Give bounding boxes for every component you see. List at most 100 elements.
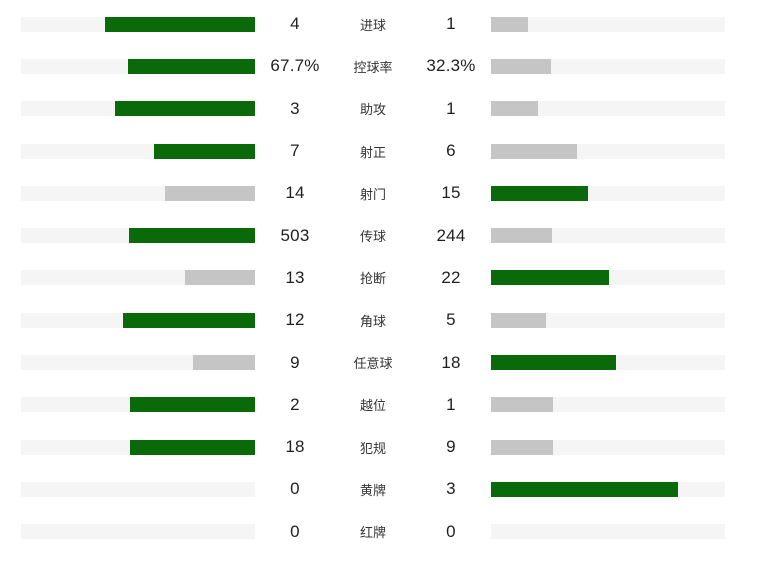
away-stat-bar-fill	[491, 143, 578, 159]
home-stat-bar-fill	[114, 101, 255, 117]
away-stat-value: 6	[446, 141, 456, 161]
away-stat-bar-fill	[491, 185, 588, 201]
home-stat-bar	[21, 101, 255, 117]
home-stat-bar-fill	[154, 143, 255, 159]
away-stat-value: 1	[446, 98, 456, 118]
home-stat-value: 2	[290, 394, 300, 414]
away-stat-bar	[491, 524, 725, 540]
stat-label: 射门	[359, 186, 386, 202]
stat-label: 任意球	[353, 356, 393, 372]
away-stat-value: 32.3%	[426, 56, 476, 76]
home-stat-bar-fill	[128, 58, 255, 74]
home-stat-bar	[21, 16, 255, 32]
stat-row: 0 红牌 0	[21, 511, 761, 553]
away-stat-value: 244	[436, 225, 466, 245]
home-stat-bar	[21, 143, 255, 159]
home-stat-value: 503	[280, 225, 310, 245]
away-stat-bar	[491, 185, 725, 201]
home-stat-bar-fill	[130, 439, 255, 455]
away-stat-bar	[491, 101, 725, 117]
home-stat-value: 13	[285, 267, 305, 287]
away-stat-bar-fill	[491, 397, 554, 413]
home-stat-bar-fill	[128, 228, 255, 244]
stat-row: 13 抢断 22	[21, 257, 761, 299]
home-stat-bar	[21, 397, 255, 413]
home-stat-bar-fill	[105, 16, 255, 32]
home-stat-bar-fill	[164, 185, 255, 201]
away-stat-bar	[491, 439, 725, 455]
away-stat-value: 18	[441, 352, 461, 372]
stat-row: 12 角球 5	[21, 299, 761, 341]
stat-row: 7 射正 6	[21, 130, 761, 172]
stat-label: 助攻	[359, 102, 386, 118]
home-stat-bar	[21, 439, 255, 455]
home-stat-value: 9	[290, 352, 300, 372]
home-stat-bar	[21, 524, 255, 540]
home-stat-bar	[21, 312, 255, 328]
away-stat-value: 5	[446, 310, 456, 330]
away-stat-bar	[491, 312, 725, 328]
away-stat-value: 0	[446, 521, 456, 541]
home-stat-value: 4	[290, 14, 300, 34]
away-stat-bar-fill	[491, 228, 553, 244]
stat-label: 进球	[359, 17, 386, 33]
home-stat-bar-fill	[130, 397, 255, 413]
away-stat-value: 9	[446, 437, 456, 457]
away-stat-value: 1	[446, 394, 456, 414]
stat-label: 黄牌	[359, 482, 386, 498]
stat-label: 红牌	[359, 525, 386, 541]
away-stat-bar-fill	[491, 270, 609, 286]
away-stat-value: 22	[441, 267, 461, 287]
away-stat-bar-fill	[491, 355, 616, 371]
home-stat-bar	[21, 355, 255, 371]
away-stat-value: 1	[446, 14, 456, 34]
home-stat-value: 0	[290, 521, 300, 541]
home-stat-bar-fill	[185, 270, 255, 286]
home-stat-value: 7	[290, 141, 300, 161]
stat-row: 2 越位 1	[21, 384, 761, 426]
home-stat-value: 14	[285, 183, 305, 203]
stat-label: 角球	[359, 313, 386, 329]
away-stat-bar-fill	[491, 101, 538, 117]
stat-label: 传球	[359, 229, 386, 245]
home-stat-bar	[21, 58, 255, 74]
stat-row: 18 犯规 9	[21, 426, 761, 468]
stat-row: 503 传球 244	[21, 214, 761, 256]
home-stat-bar-fill	[192, 355, 255, 371]
home-stat-bar	[21, 481, 255, 497]
stat-row: 0 黄牌 3	[21, 468, 761, 510]
home-stat-bar-fill	[122, 312, 255, 328]
match-stats-panel: 4 进球 1 67.7% 控球率 32.3% 3 助攻 1	[21, 3, 761, 553]
stat-label: 犯规	[359, 440, 386, 456]
home-stat-value: 67.7%	[270, 56, 320, 76]
away-stat-value: 15	[441, 183, 461, 203]
stat-label: 越位	[359, 398, 386, 414]
away-stat-bar-fill	[491, 481, 679, 497]
home-stat-value: 18	[285, 437, 305, 457]
stat-label: 抢断	[359, 271, 386, 287]
stat-label: 控球率	[353, 59, 393, 75]
home-stat-value: 0	[290, 479, 300, 499]
home-stat-value: 3	[290, 98, 300, 118]
stat-label: 射正	[359, 144, 386, 160]
stat-row: 3 助攻 1	[21, 88, 761, 130]
away-stat-bar-fill	[491, 439, 554, 455]
stat-row: 9 任意球 18	[21, 341, 761, 383]
home-stat-bar	[21, 185, 255, 201]
away-stat-bar	[491, 58, 725, 74]
away-stat-bar	[491, 397, 725, 413]
away-stat-bar	[491, 355, 725, 371]
away-stat-bar	[491, 16, 725, 32]
away-stat-bar	[491, 228, 725, 244]
away-stat-bar	[491, 270, 725, 286]
stat-row: 4 进球 1	[21, 3, 761, 45]
stat-row: 14 射门 15	[21, 172, 761, 214]
away-stat-bar	[491, 143, 725, 159]
away-stat-bar-fill	[491, 312, 547, 328]
away-stat-bar-fill	[491, 16, 529, 32]
stat-row: 67.7% 控球率 32.3%	[21, 45, 761, 87]
away-stat-bar	[491, 481, 725, 497]
away-stat-value: 3	[446, 479, 456, 499]
home-stat-bar	[21, 270, 255, 286]
home-stat-value: 12	[285, 310, 305, 330]
